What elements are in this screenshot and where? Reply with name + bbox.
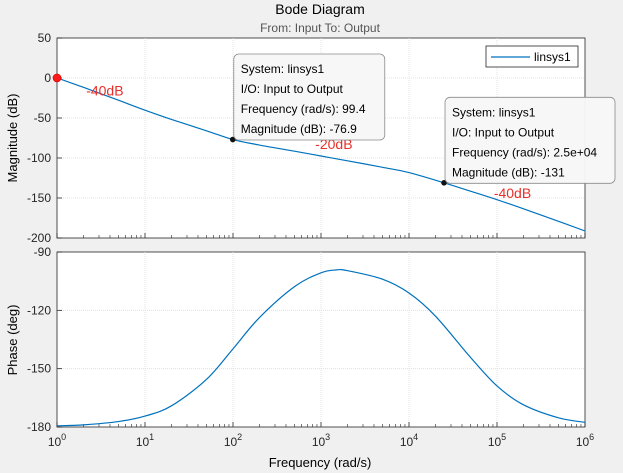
datatip-line: System: linsys1 (452, 105, 536, 119)
phase-plot-area (56, 251, 586, 428)
magnitude-series-line (57, 77, 585, 232)
slope-annotation: -40dB (494, 185, 531, 201)
legend-box (485, 45, 579, 68)
legend-label: linsys1 (534, 50, 571, 64)
phase-ylabel: Phase (deg) (5, 305, 20, 376)
datatip-box[interactable]: System: linsys1 I/O: Input to Output Frequ… (233, 53, 386, 141)
magnitude-ytick-label: 50 (38, 31, 52, 45)
x-tick-label: 101 (136, 432, 154, 449)
magnitude-ytick-label: -100 (27, 151, 51, 165)
chart-title: Bode Diagram (275, 1, 365, 17)
x-tick-label: 103 (312, 432, 330, 449)
phase-ticks (56, 251, 586, 428)
phase-ytick-labels: -90 -120 -150 -180 (27, 245, 51, 434)
phase-gridlines (57, 252, 585, 427)
datatip-line: I/O: Input to Output (241, 82, 344, 96)
datatip-frame (444, 96, 616, 184)
phase-ytick-label: -90 (34, 245, 52, 259)
datatip-frame (233, 53, 386, 141)
phase-ytick-label: -180 (27, 420, 51, 434)
phase-series-line (57, 268, 585, 427)
x-tick-label: 106 (576, 432, 594, 449)
datatip-line: Magnitude (dB): -76.9 (241, 122, 357, 136)
slope-annotations: -40dB-20dB-40dB (86, 83, 531, 201)
x-tick-label: 100 (48, 432, 66, 449)
x-tick-labels: 100 101 102 103 104 105 106 (48, 432, 594, 449)
datatip-point (441, 180, 447, 186)
datatip-line: I/O: Input to Output (452, 125, 555, 139)
magnitude-ytick-label: -50 (34, 111, 52, 125)
phase-ytick-label: -120 (27, 303, 51, 317)
datatip-line: Frequency (rad/s): 99.4 (241, 102, 366, 116)
legend[interactable]: linsys1 (485, 45, 579, 68)
datatip-line: System: linsys1 (241, 62, 325, 76)
phase-axes: -90 -120 -150 -180 Phase (deg) 100 101 102 103… (5, 245, 594, 470)
datatip-point (229, 136, 236, 143)
x-tick-label: 105 (488, 432, 506, 449)
x-axis-label: Frequency (rad/s) (269, 455, 372, 470)
datatips: System: linsys1 I/O: Input to Output Frequ… (233, 53, 616, 184)
magnitude-axes: 500-50-100-150-200 Magnitude (dB) -40dB-… (5, 31, 616, 245)
chart-subtitle: From: Input To: Output (260, 21, 381, 35)
magnitude-ytick-labels: 50 0 -50 -100 -150 -200 (27, 31, 51, 245)
slope-annotation: -40dB (86, 83, 123, 99)
magnitude-ticks (56, 37, 586, 239)
magnitude-ytick-label: -200 (27, 231, 51, 245)
start-marker (52, 73, 62, 83)
datatip-points (52, 73, 447, 186)
magnitude-ytick-label: -150 (27, 191, 51, 205)
datatip-line: Frequency (rad/s): 2.5e+04 (452, 145, 597, 159)
x-tick-label: 102 (224, 432, 242, 449)
datatip-line: Magnitude (dB): -131 (452, 165, 565, 179)
phase-ytick-label: -150 (27, 362, 51, 376)
x-tick-label: 104 (400, 432, 418, 449)
magnitude-ylabel: Magnitude (dB) (5, 94, 20, 183)
magnitude-ytick-label: 0 (44, 71, 51, 85)
datatip-box[interactable]: System: linsys1 I/O: Input to Output Frequ… (444, 96, 616, 184)
